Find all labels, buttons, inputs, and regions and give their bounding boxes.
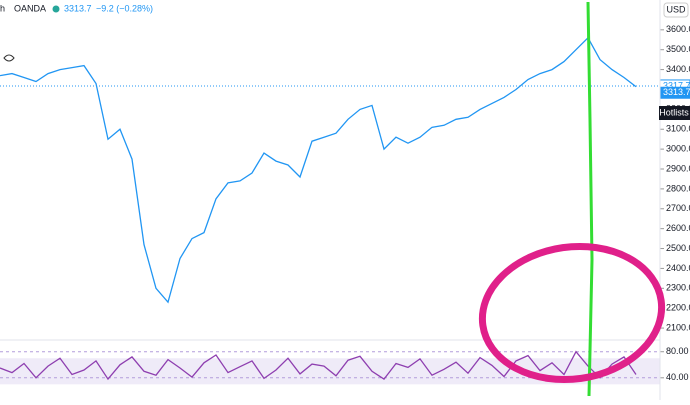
eye-icon[interactable] xyxy=(3,54,15,62)
y-tick-label: 2400.0 xyxy=(666,263,690,273)
header: h OANDA 3313.7 −9.2 (−0.28%) xyxy=(0,3,153,62)
annotations xyxy=(478,1,666,397)
plot-area: 2100.0 2200.0 2300.0 2400.0 2500.0 2600.0 2700… xyxy=(0,24,690,385)
y-tick-label: 2900.0 xyxy=(666,163,690,173)
status-dot xyxy=(52,5,60,13)
y-tick-label: 2500.0 xyxy=(666,243,690,253)
y-tick-label: 3100.0 xyxy=(666,124,690,134)
currency[interactable]: USD xyxy=(666,4,686,14)
y-tick-label: 40.00 xyxy=(666,372,689,382)
last-price-tag xyxy=(660,86,690,99)
y-tick-label: 3600.0 xyxy=(666,24,690,34)
symbol: h xyxy=(0,3,5,13)
y-tick-label: 80.00 xyxy=(666,346,689,356)
currency-box[interactable] xyxy=(663,2,689,18)
change: −9.2 (−0.28%) xyxy=(96,3,153,13)
y-tick-label: 2100.0 xyxy=(666,322,690,332)
pink-circle xyxy=(478,242,666,384)
source: OANDA xyxy=(14,3,46,13)
hotlists-button[interactable] xyxy=(659,106,690,120)
y-tick-label: 2200.0 xyxy=(666,303,690,313)
y-tick-label: 2800.0 xyxy=(666,183,690,193)
hotlists-label[interactable]: Hotlists xyxy=(659,107,689,117)
price-tag-label: 3317.7 xyxy=(663,80,690,90)
quote: 3313.7 xyxy=(64,3,92,13)
y-tick-label: 3500.0 xyxy=(666,44,690,54)
y-tick-label: 3000.0 xyxy=(666,143,690,153)
y-tick-label: 2300.0 xyxy=(666,283,690,293)
y-tick-label: 2600.0 xyxy=(666,223,690,233)
y-tick-label: 3400.0 xyxy=(666,64,690,74)
last-price-label: 3313.7 xyxy=(663,87,690,97)
green-line xyxy=(586,1,594,397)
y-tick-label: 2700.0 xyxy=(666,203,690,213)
series-line xyxy=(0,350,637,381)
series-line xyxy=(0,36,637,304)
